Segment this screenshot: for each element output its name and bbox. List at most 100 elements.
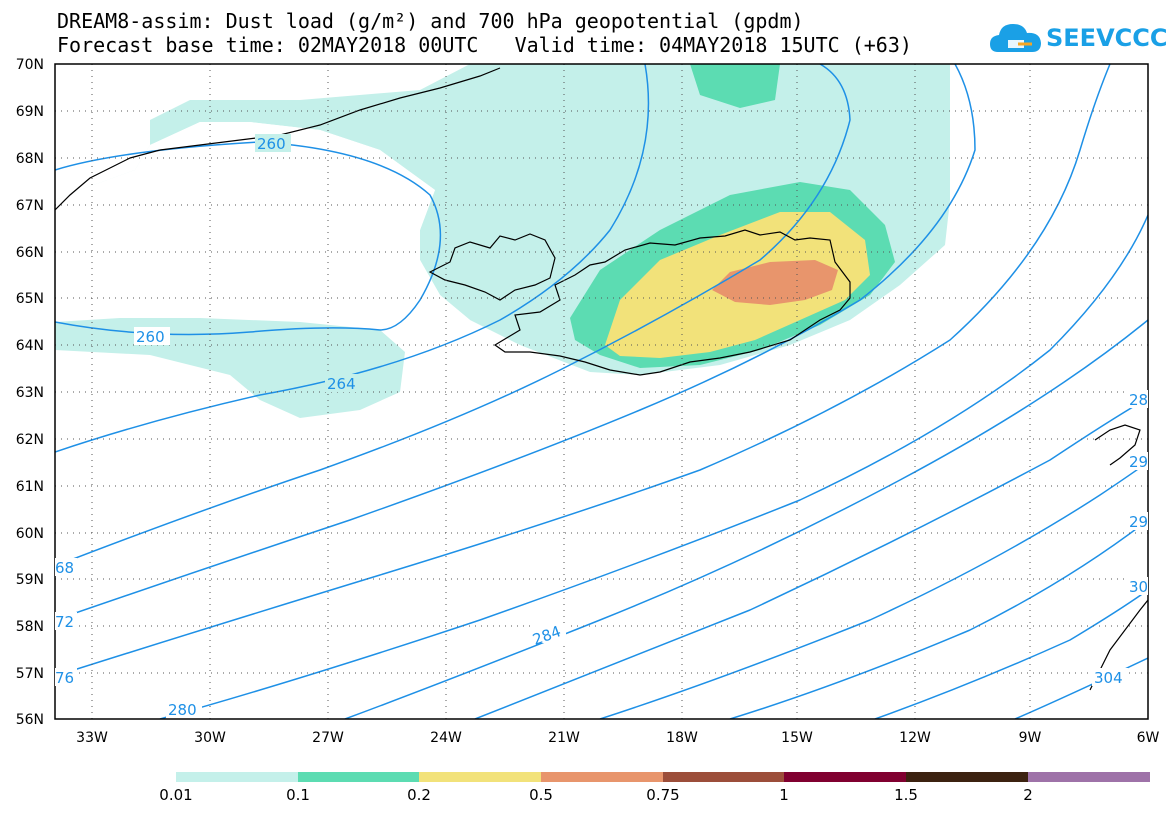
dust-band-0.01-hole [55,122,470,330]
map-title: DREAM8-assim: Dust load (g/m²) and 700 h… [57,9,804,33]
contour-label: 76 [55,668,77,687]
contour-292 [599,461,1148,719]
forecast-base-time: Forecast base time: 02MAY2018 00UTC [57,33,479,57]
lat-label: 63N [16,385,44,401]
svg-text:68: 68 [55,559,74,577]
contour-296 [729,519,1148,719]
lon-label: 21W [548,730,580,746]
map-subtitle: Forecast base time: 02MAY2018 00UTC Vali… [57,34,912,56]
contour-label: 280 [166,700,202,719]
seevccc-logo: SEEVCCC [988,18,1168,60]
logo-text: SEEVCCC [1046,24,1168,52]
svg-text:76: 76 [55,669,74,687]
colorbar-swatch [298,772,419,782]
dust-load-fill [55,64,950,418]
svg-text:260: 260 [136,328,165,346]
contour-260-north [55,141,442,331]
lat-label: 64N [16,338,44,354]
svg-text:28: 28 [1129,391,1148,409]
iceland-coast [493,229,851,376]
svg-text:30: 30 [1129,578,1148,596]
svg-text:280: 280 [168,701,197,719]
contour-label: 29 [1128,452,1148,471]
colorbar-label: 1 [779,786,789,804]
lon-label: 9W [1019,730,1042,746]
dust-band-0.1-north [690,64,780,108]
gridlines [55,64,1148,719]
contour-288 [474,397,1148,719]
coastlines [55,67,1148,691]
contour-label: 304 [1092,668,1128,687]
dust-band-0.5 [712,260,838,305]
colorbar-label: 0.1 [286,786,310,804]
svg-text:29: 29 [1129,453,1148,471]
lat-label: 66N [16,245,44,261]
svg-text:264: 264 [327,375,356,393]
cloud-icon [990,24,1041,52]
contour-label: 72 [55,612,77,631]
contour-label: 30 [1128,577,1148,596]
lon-label: 30W [194,730,226,746]
contour-label: 284 [530,622,566,649]
lat-label: 69N [16,104,44,120]
lon-label: 18W [666,730,698,746]
lon-label: 15W [781,730,813,746]
colorbar-swatch [419,772,541,782]
contour-264 [55,64,650,453]
lat-label: 62N [16,432,44,448]
contour-284 [344,319,1148,719]
colorbar-swatch [1028,772,1150,782]
contour-label: 264 [325,374,361,393]
contour-300 [874,589,1148,719]
lat-label: 60N [16,526,44,542]
lon-label: 6W [1137,730,1160,746]
dust-band-0.01-north [55,64,470,200]
colorbar-label: 0.5 [529,786,553,804]
colorbar-label: 2 [1023,786,1033,804]
scotland-coast [1094,424,1141,466]
lat-label: 68N [16,151,44,167]
svg-text:304: 304 [1094,669,1123,687]
colorbar-swatch [176,772,298,782]
greenland-coast [55,67,501,211]
lat-label: 67N [16,198,44,214]
contour-260-south [55,321,381,336]
lat-label: 56N [16,712,44,728]
lon-label: 24W [430,730,462,746]
lon-label: 12W [899,730,931,746]
colorbar-label: 0.75 [646,786,680,804]
svg-text:72: 72 [55,613,74,631]
contour-labels: 260 260 264 68 72 76 280 284 28 29 29 30… [55,134,1148,719]
lat-label: 58N [16,619,44,635]
contour-label: 68 [55,558,77,577]
contour-label: 260 [255,134,291,153]
colorbar-label: 0.01 [159,786,193,804]
valid-time: Valid time: 04MAY2018 15UTC (+63) [514,33,912,57]
contour-label: 29 [1128,512,1148,531]
lon-label: 33W [76,730,108,746]
geopotential-contours [55,64,1148,719]
lat-label: 61N [16,479,44,495]
colorbar-swatch [541,772,663,782]
contour-304 [1014,657,1148,719]
contour-272 [55,64,976,621]
contour-276 [55,64,1111,677]
colorbar [176,772,1150,782]
lat-label: 59N [16,572,44,588]
colorbar-swatch [906,772,1028,782]
contour-label: 260 [134,327,170,346]
contour-label: 28 [1128,390,1148,409]
lat-label: 57N [16,666,44,682]
svg-text:260: 260 [257,135,286,153]
contour-268 [55,64,851,567]
colorbar-swatch [663,772,784,782]
colorbar-label: 1.5 [894,786,918,804]
latitude-labels: 70N 69N 68N 67N 66N 65N 64N 63N 62N 61N … [16,57,44,728]
svg-text:29: 29 [1129,513,1148,531]
lat-label: 70N [16,57,44,73]
contour-280 [159,214,1148,719]
colorbar-label: 0.2 [407,786,431,804]
lat-label: 65N [16,291,44,307]
westfjords-coast [428,233,556,301]
